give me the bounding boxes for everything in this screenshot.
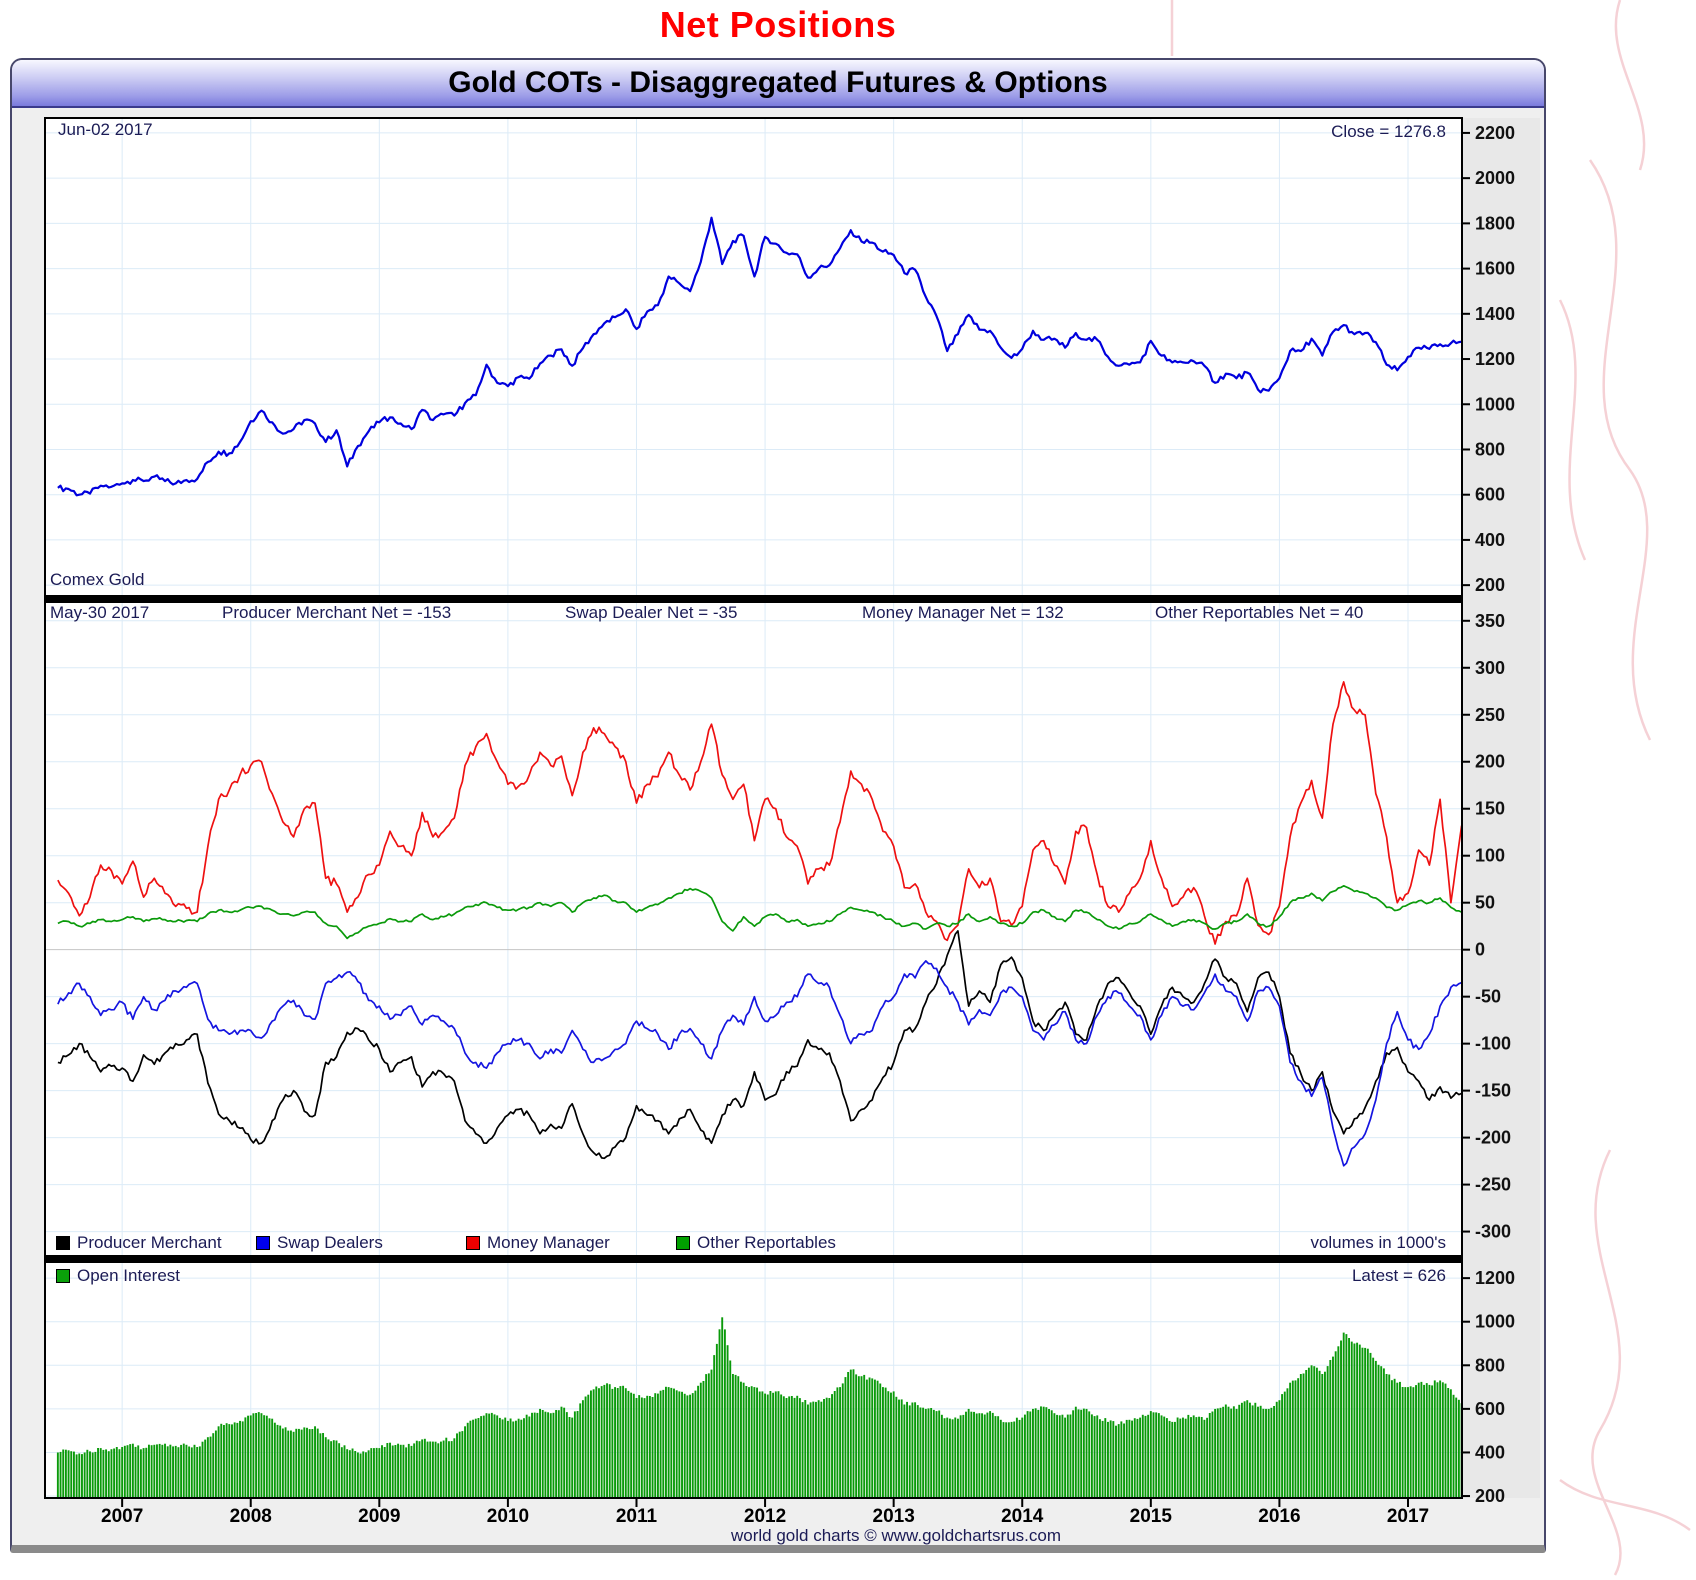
price-date-label: Jun-02 2017 xyxy=(58,120,153,139)
open-interest-bars xyxy=(56,1317,1463,1498)
x-tick-label: 2010 xyxy=(487,1506,529,1527)
y-tick-label: -150 xyxy=(1475,1081,1511,1101)
y-tick-label: 1800 xyxy=(1475,213,1515,233)
legend-swap-dealers: Swap Dealers xyxy=(256,1233,383,1253)
nets-date-label: May-30 2017 xyxy=(50,603,150,622)
legend-label: Producer Merchant xyxy=(77,1233,222,1252)
legend-label: Open Interest xyxy=(77,1266,181,1285)
y-tick-label: -100 xyxy=(1475,1034,1511,1054)
y-tick-label: -300 xyxy=(1475,1222,1511,1242)
y-tick-label: 200 xyxy=(1475,575,1505,595)
y-axis-open-interest: 1200 1000 800 600 400 200 xyxy=(1462,1268,1515,1506)
panel-divider xyxy=(44,1256,1463,1262)
price-series-label: Comex Gold xyxy=(50,570,145,589)
y-tick-label: 600 xyxy=(1475,1399,1505,1419)
y-tick-label: 2200 xyxy=(1475,123,1515,143)
y-tick-label: 200 xyxy=(1475,1486,1505,1506)
window-header: Gold COTs - Disaggregated Futures & Opti… xyxy=(12,60,1544,108)
x-tick-label: 2015 xyxy=(1130,1506,1173,1527)
legend-other-reportables: Other Reportables xyxy=(676,1233,836,1253)
y-tick-label: 350 xyxy=(1475,611,1505,631)
y-tick-label: 0 xyxy=(1475,940,1485,960)
x-tick-label: 2013 xyxy=(873,1506,915,1527)
y-tick-label: 1200 xyxy=(1475,349,1515,369)
y-tick-label: 250 xyxy=(1475,705,1505,725)
producer-merchant-swatch xyxy=(56,1236,70,1250)
y-tick-label: -200 xyxy=(1475,1128,1511,1148)
swap-dealers-line xyxy=(57,960,1462,1167)
x-tick-label: 2007 xyxy=(101,1506,143,1527)
y-axis-net-positions: 350 300 250 200 150 100 50 0 -50 -100 -150 -200 -250… xyxy=(1462,611,1511,1242)
y-tick-label: 600 xyxy=(1475,485,1505,505)
x-tick-label: 2008 xyxy=(230,1506,272,1527)
y-tick-label: 800 xyxy=(1475,439,1505,459)
producer-merchant-net-label: Producer Merchant Net = -153 xyxy=(222,603,452,622)
other-reportables-net-label: Other Reportables Net = 40 xyxy=(1155,603,1364,622)
x-tick-label: 2016 xyxy=(1258,1506,1300,1527)
y-tick-label: 150 xyxy=(1475,799,1505,819)
comex-gold-line xyxy=(57,216,1462,497)
y-tick-label: 400 xyxy=(1475,1442,1505,1462)
y-tick-label: 400 xyxy=(1475,530,1505,550)
legend-producer-merchant: Producer Merchant xyxy=(56,1233,222,1253)
y-tick-label: -250 xyxy=(1475,1175,1511,1195)
other-reportables-line xyxy=(57,884,1462,940)
legend-open-interest: Open Interest xyxy=(56,1266,180,1286)
open-interest-swatch xyxy=(56,1269,70,1283)
legend-label: Other Reportables xyxy=(697,1233,836,1252)
gridlines-net-positions xyxy=(45,602,1462,1256)
y-tick-label: 300 xyxy=(1475,658,1505,678)
money-manager-swatch xyxy=(466,1236,480,1250)
y-tick-label: 800 xyxy=(1475,1355,1505,1375)
legend-label: Money Manager xyxy=(487,1233,610,1252)
window-title: Gold COTs - Disaggregated Futures & Opti… xyxy=(448,66,1108,99)
swap-dealers-swatch xyxy=(256,1236,270,1250)
money-manager-net-label: Money Manager Net = 132 xyxy=(862,603,1064,622)
y-axis-gold-price: 2200 2000 1800 1600 1400 1200 1000 800 600 400 200 xyxy=(1462,123,1515,595)
y-tick-label: 2000 xyxy=(1475,168,1515,188)
y-tick-label: 1200 xyxy=(1475,1268,1515,1288)
x-tick-label: 2011 xyxy=(616,1506,658,1527)
y-tick-label: 1000 xyxy=(1475,394,1515,414)
y-tick-label: 200 xyxy=(1475,752,1505,772)
producer-merchant-line xyxy=(57,930,1462,1160)
x-tick-label: 2014 xyxy=(1001,1506,1044,1527)
footer-credit: world gold charts © www.goldchartsrus.co… xyxy=(731,1526,1061,1545)
x-axis-years: 2007 2008 2009 2010 2011 2012 2013 2014 2015 2016… xyxy=(101,1498,1429,1527)
panel-divider xyxy=(44,596,1463,602)
y-tick-label: 50 xyxy=(1475,893,1495,913)
y-tick-label: 1400 xyxy=(1475,304,1515,324)
volumes-note: volumes in 1000's xyxy=(1310,1233,1446,1252)
y-tick-label: 100 xyxy=(1475,846,1505,866)
page-title: Net Positions xyxy=(659,4,897,45)
oi-latest-label: Latest = 626 xyxy=(1351,1266,1446,1285)
x-tick-label: 2017 xyxy=(1387,1506,1429,1527)
y-axis-gutter xyxy=(1462,118,1540,1498)
y-tick-label: 1000 xyxy=(1475,1312,1515,1332)
gridlines-gold-price xyxy=(45,118,1462,596)
y-tick-label: 1600 xyxy=(1475,259,1515,279)
legend-money-manager: Money Manager xyxy=(466,1233,610,1253)
x-tick-label: 2012 xyxy=(744,1506,786,1527)
legend-label: Swap Dealers xyxy=(277,1233,383,1252)
other-reportables-swatch xyxy=(676,1236,690,1250)
y-tick-label: -50 xyxy=(1475,987,1501,1007)
swap-dealer-net-label: Swap Dealer Net = -35 xyxy=(565,603,738,622)
price-close-label: Close = 1276.8 xyxy=(1331,122,1446,141)
x-tick-label: 2009 xyxy=(358,1506,400,1527)
